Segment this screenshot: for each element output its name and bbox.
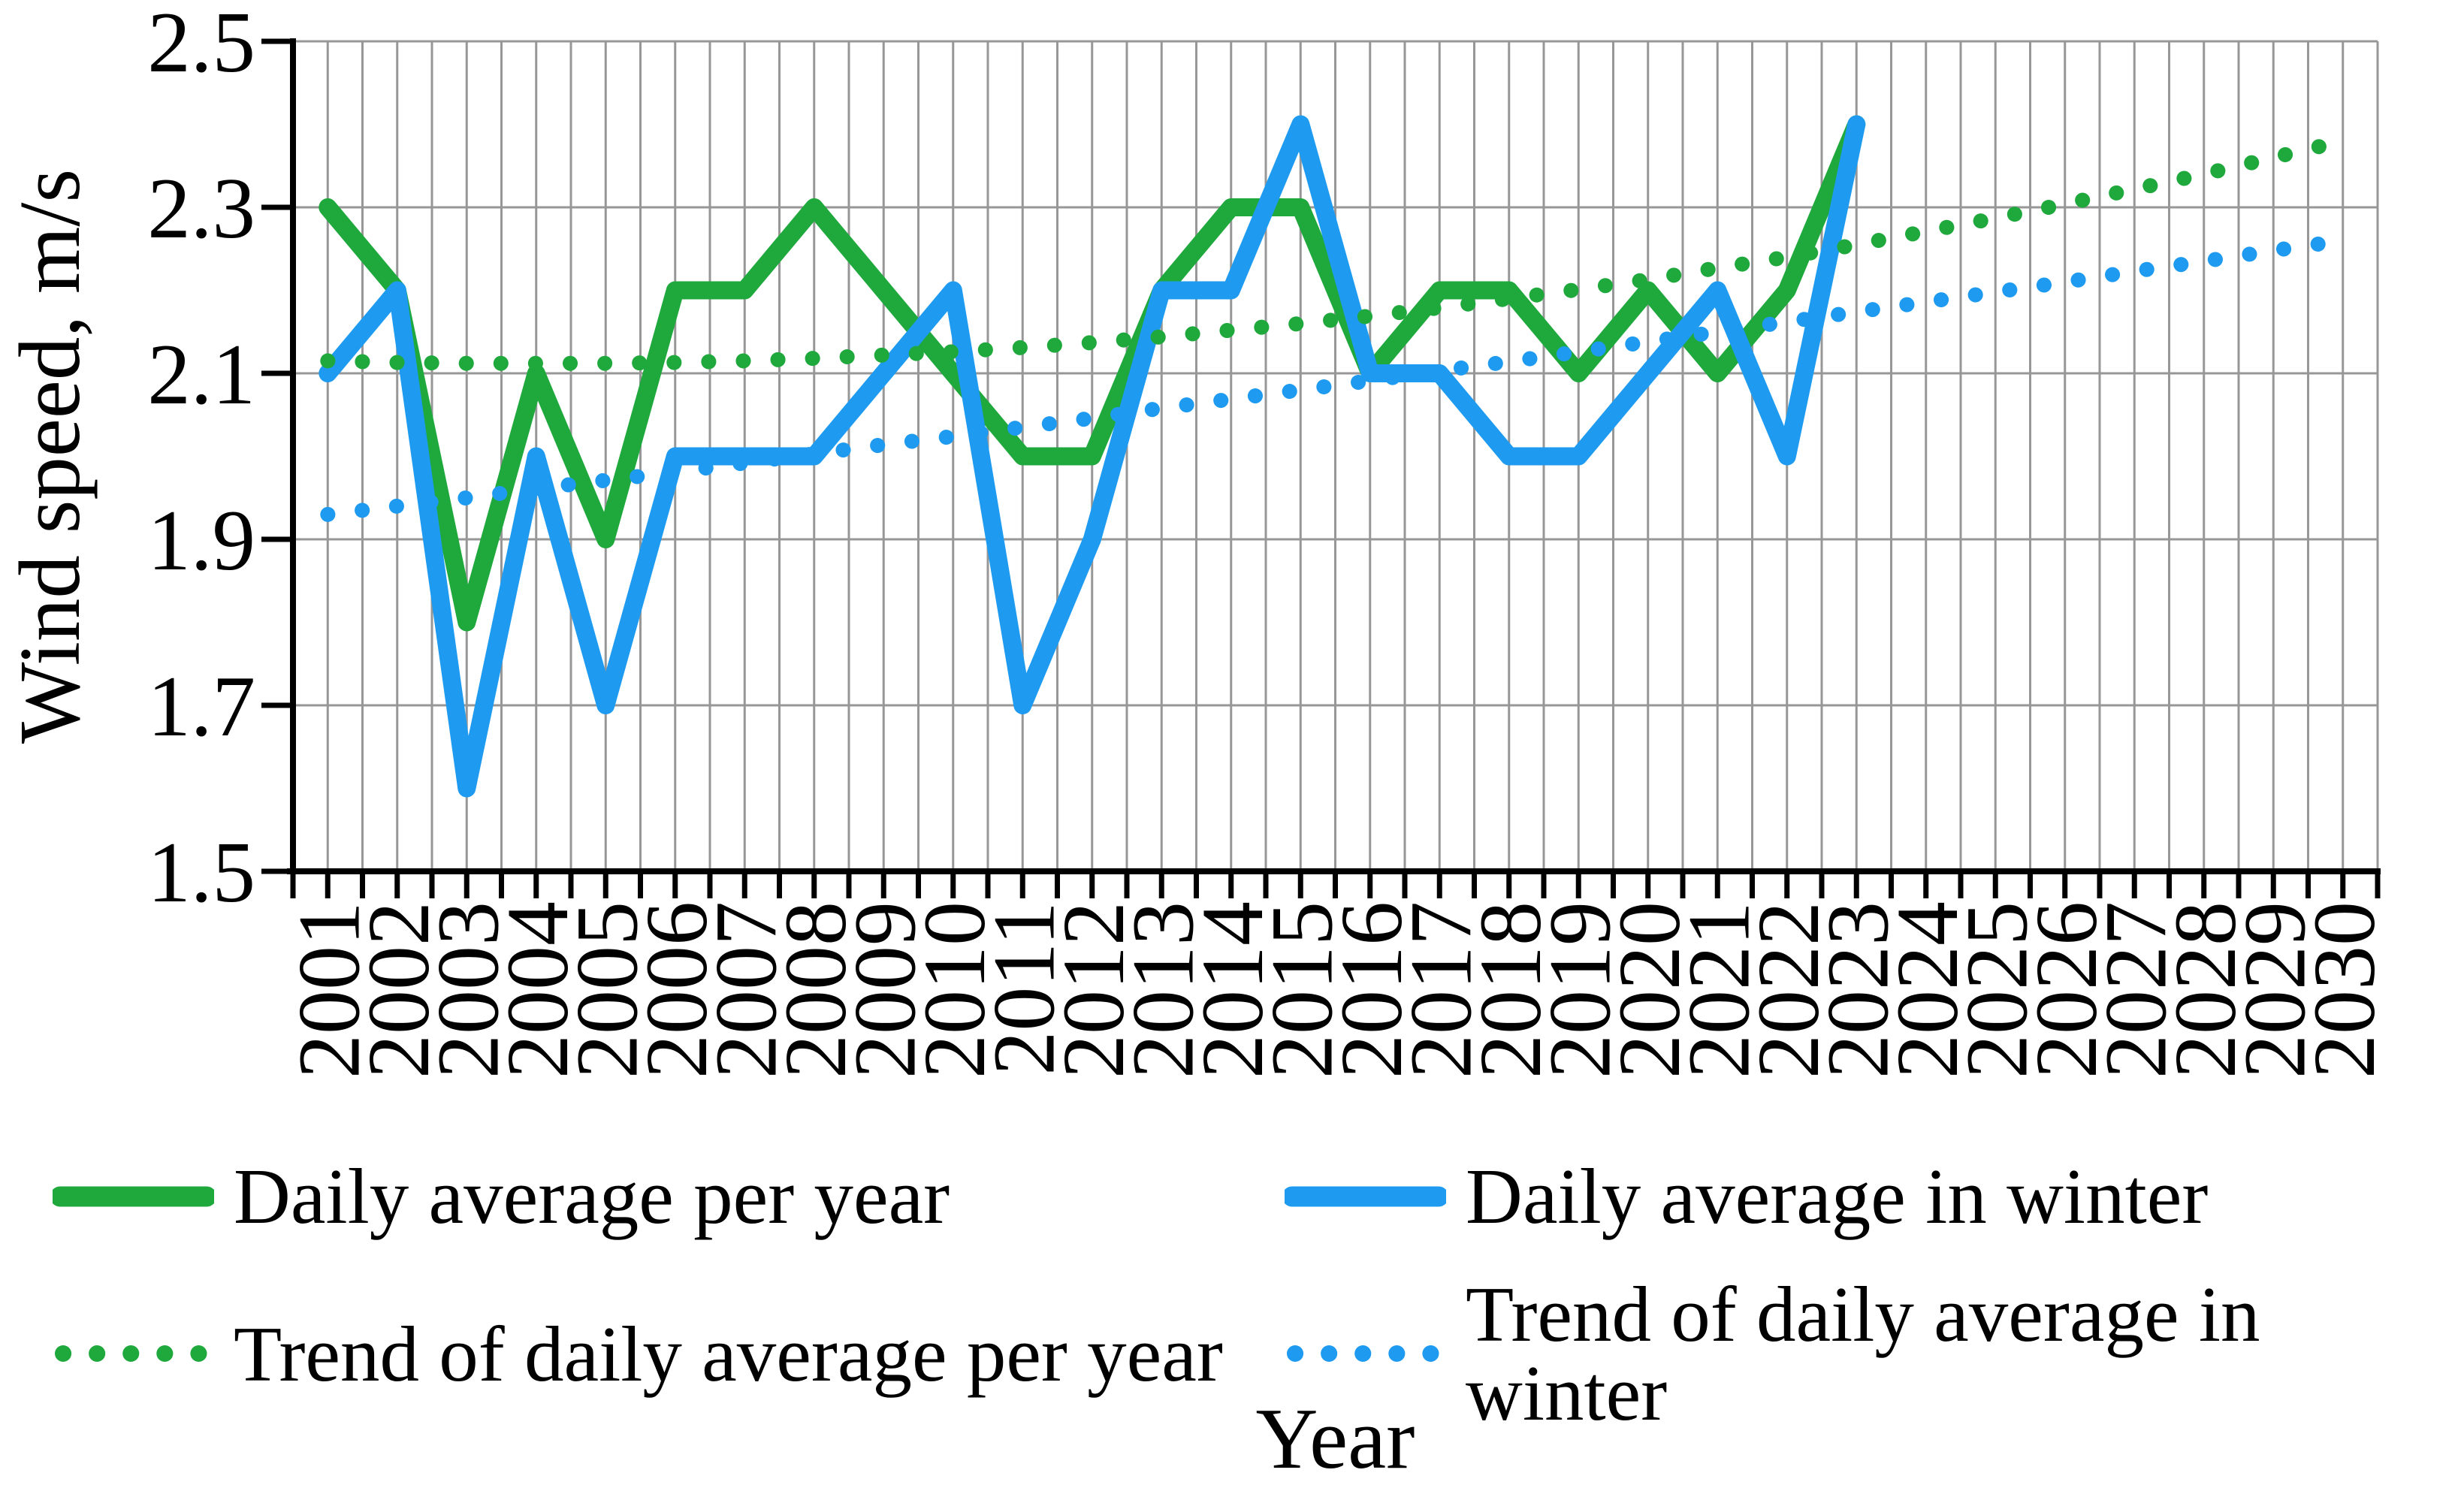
chart-plot-area: 2.52.32.11.91.71.52001200220032004200520… xyxy=(2,0,2393,1079)
svg-text:2014: 2014 xyxy=(1183,901,1282,1079)
svg-text:1.9: 1.9 xyxy=(147,493,255,588)
svg-text:2027: 2027 xyxy=(2086,901,2185,1079)
svg-text:2009: 2009 xyxy=(835,901,934,1079)
svg-text:2011: 2011 xyxy=(974,901,1073,1076)
svg-text:2018: 2018 xyxy=(1461,901,1560,1079)
svg-text:2020: 2020 xyxy=(1600,901,1699,1079)
svg-text:2024: 2024 xyxy=(1878,901,1976,1079)
legend-label: Trend of daily average in winter xyxy=(1466,1270,2260,1437)
svg-text:2030: 2030 xyxy=(2295,901,2393,1079)
svg-text:Wind speed, m/s: Wind speed, m/s xyxy=(2,169,98,744)
svg-text:2012: 2012 xyxy=(1044,901,1143,1079)
legend-item-daily-average-in-winter: Daily average in winter xyxy=(1285,1157,2456,1236)
svg-text:2016: 2016 xyxy=(1322,901,1421,1079)
legend-swatch-dotted-blue-icon xyxy=(1287,1345,1446,1362)
svg-text:2.1: 2.1 xyxy=(147,327,255,422)
legend-label: Trend of daily average per year xyxy=(234,1309,1223,1398)
svg-text:1.7: 1.7 xyxy=(147,659,255,754)
legend-label: Daily average per year xyxy=(234,1152,950,1240)
svg-text:2.5: 2.5 xyxy=(147,0,255,90)
svg-text:2002: 2002 xyxy=(349,901,448,1079)
chart-legend: Daily average per year Daily average in … xyxy=(53,1157,2456,1432)
svg-text:2005: 2005 xyxy=(557,901,656,1079)
svg-text:2003: 2003 xyxy=(418,901,517,1079)
svg-text:2007: 2007 xyxy=(696,901,795,1079)
svg-text:2006: 2006 xyxy=(627,901,726,1079)
svg-text:2.3: 2.3 xyxy=(147,161,255,256)
svg-text:2017: 2017 xyxy=(1391,901,1490,1079)
x-axis-title: Year xyxy=(1255,1391,1415,1486)
svg-text:2029: 2029 xyxy=(2225,901,2324,1079)
svg-text:2010: 2010 xyxy=(905,901,1004,1079)
svg-text:2022: 2022 xyxy=(1739,901,1837,1079)
legend-label: Daily average in winter xyxy=(1466,1152,2209,1240)
legend-swatch-solid-blue-icon xyxy=(1285,1186,1446,1206)
legend-item-daily-average-per-year: Daily average per year xyxy=(53,1157,1285,1236)
svg-text:2026: 2026 xyxy=(2017,901,2115,1079)
svg-text:2001: 2001 xyxy=(279,901,378,1079)
svg-text:2013: 2013 xyxy=(1113,901,1212,1079)
svg-text:1.5: 1.5 xyxy=(147,825,255,920)
svg-text:2004: 2004 xyxy=(488,901,587,1079)
svg-text:2008: 2008 xyxy=(766,901,865,1079)
svg-text:2019: 2019 xyxy=(1530,901,1629,1079)
svg-text:2015: 2015 xyxy=(1252,901,1351,1079)
legend-item-trend-daily-average-in-winter: Trend of daily average in winter xyxy=(1285,1275,2456,1432)
legend-swatch-solid-green-icon xyxy=(53,1186,214,1206)
svg-text:2023: 2023 xyxy=(1808,901,1907,1079)
legend-swatch-dotted-green-icon xyxy=(55,1345,214,1362)
svg-text:2028: 2028 xyxy=(2156,901,2254,1079)
legend-item-trend-daily-average-per-year: Trend of daily average per year xyxy=(53,1275,1285,1432)
svg-text:2025: 2025 xyxy=(1947,901,2046,1079)
svg-text:2021: 2021 xyxy=(1669,901,1768,1079)
